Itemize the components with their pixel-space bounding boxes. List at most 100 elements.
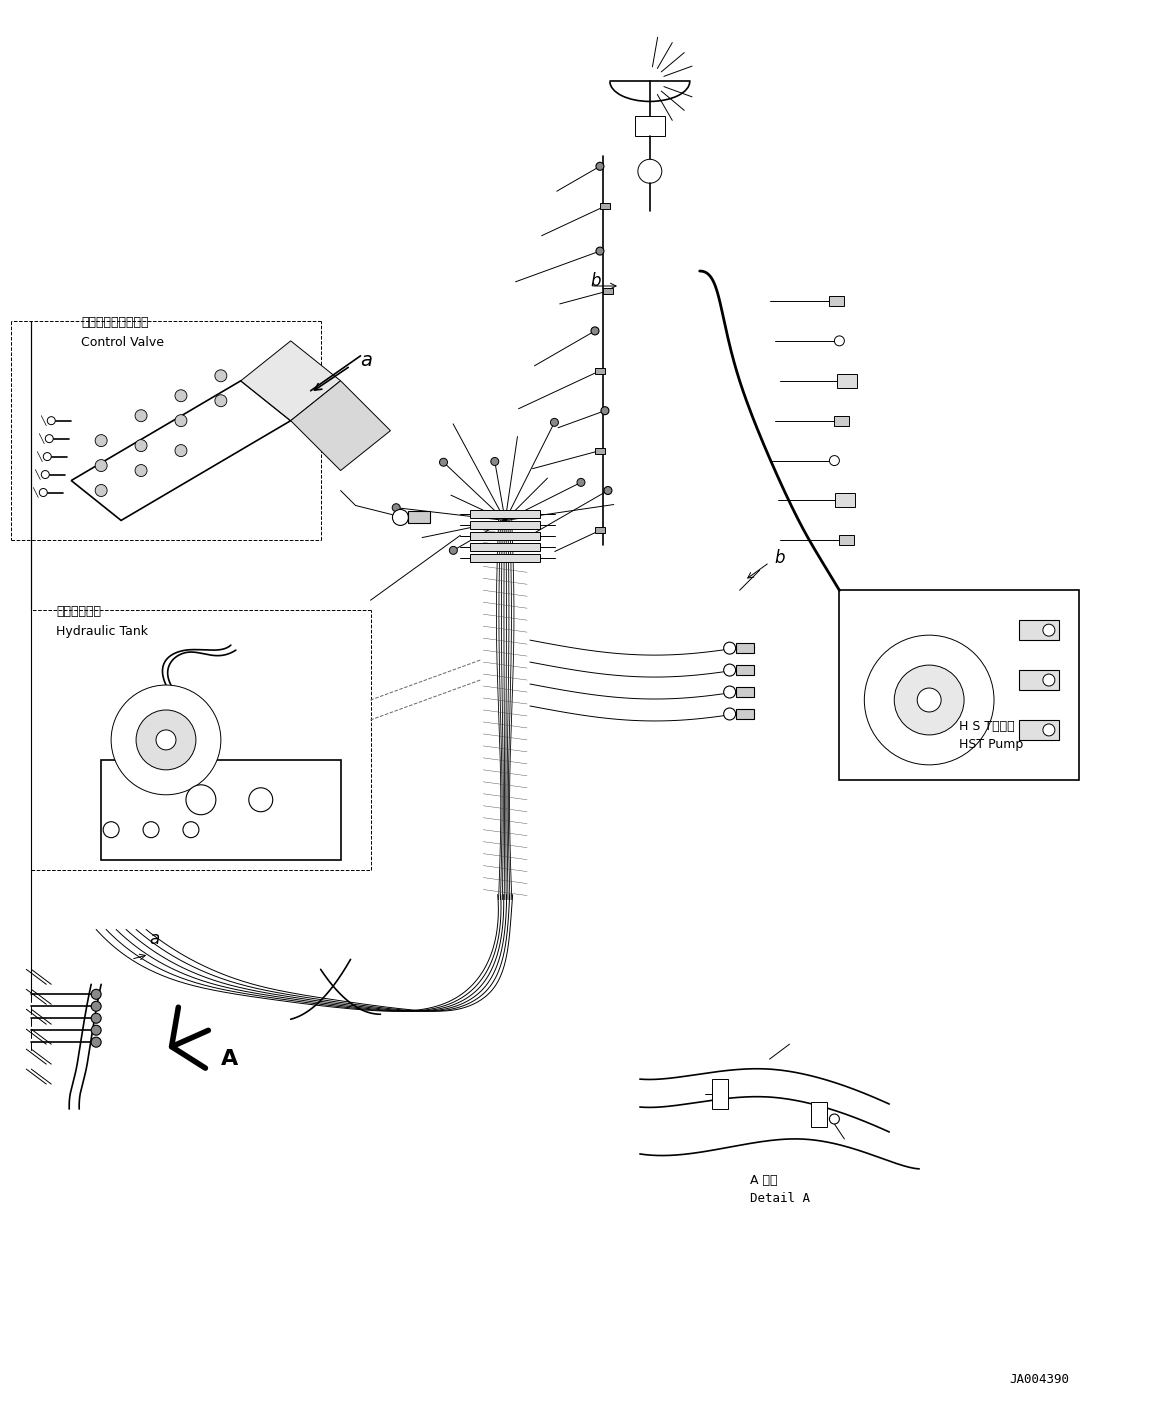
Circle shape — [91, 1025, 101, 1035]
Text: a: a — [361, 351, 372, 371]
Circle shape — [491, 458, 499, 466]
Circle shape — [91, 1001, 101, 1011]
Circle shape — [595, 247, 604, 256]
Circle shape — [637, 159, 662, 184]
Bar — [470, 532, 540, 541]
Circle shape — [1043, 724, 1055, 736]
Bar — [736, 665, 754, 675]
Text: a: a — [149, 931, 159, 949]
Text: コントロールバルブ: コントロールバルブ — [81, 316, 149, 329]
Circle shape — [834, 336, 844, 345]
Text: b: b — [775, 549, 785, 567]
Bar — [595, 528, 605, 534]
Circle shape — [95, 435, 107, 446]
Circle shape — [864, 635, 994, 765]
Circle shape — [215, 369, 227, 382]
Circle shape — [42, 470, 49, 479]
Bar — [812, 1102, 827, 1127]
Bar — [736, 687, 754, 696]
Circle shape — [40, 489, 48, 497]
Bar — [829, 296, 844, 306]
Circle shape — [48, 417, 56, 424]
Polygon shape — [291, 380, 391, 470]
Circle shape — [135, 465, 147, 476]
Bar — [595, 448, 605, 453]
Bar — [834, 416, 849, 425]
Circle shape — [136, 710, 195, 769]
Circle shape — [186, 785, 216, 814]
Bar — [101, 760, 341, 859]
Circle shape — [440, 458, 448, 466]
Text: HST Pump: HST Pump — [959, 739, 1023, 751]
Circle shape — [156, 730, 176, 750]
Bar — [712, 1080, 728, 1109]
Circle shape — [143, 821, 159, 838]
Circle shape — [174, 414, 187, 427]
Bar — [635, 117, 665, 136]
Circle shape — [174, 390, 187, 402]
Circle shape — [91, 990, 101, 1000]
Circle shape — [550, 418, 558, 427]
Circle shape — [183, 821, 199, 838]
Text: 作動油タンク: 作動油タンク — [56, 605, 101, 618]
Text: Hydraulic Tank: Hydraulic Tank — [56, 625, 148, 639]
Circle shape — [829, 1113, 840, 1125]
Text: b: b — [590, 272, 600, 291]
Bar — [470, 543, 540, 552]
Text: Control Valve: Control Valve — [81, 336, 164, 348]
Circle shape — [723, 687, 736, 698]
Text: JA004390: JA004390 — [1009, 1373, 1069, 1386]
Circle shape — [591, 327, 599, 336]
Bar — [840, 590, 1079, 779]
Circle shape — [577, 479, 585, 486]
Circle shape — [95, 484, 107, 497]
Bar — [837, 373, 857, 388]
Circle shape — [723, 664, 736, 677]
Circle shape — [112, 685, 221, 795]
Text: H S Tポンプ: H S Tポンプ — [959, 720, 1015, 733]
Circle shape — [45, 435, 53, 442]
Bar — [736, 709, 754, 719]
Circle shape — [829, 455, 840, 466]
Circle shape — [1043, 625, 1055, 636]
Bar — [840, 535, 855, 545]
Polygon shape — [71, 380, 291, 521]
Circle shape — [91, 1038, 101, 1047]
Polygon shape — [241, 341, 341, 421]
Bar — [1019, 670, 1058, 689]
Circle shape — [392, 510, 408, 525]
Circle shape — [918, 688, 941, 712]
Circle shape — [894, 665, 964, 734]
Circle shape — [91, 1014, 101, 1024]
Bar — [602, 288, 613, 293]
Bar — [1019, 621, 1058, 640]
Circle shape — [1043, 674, 1055, 687]
Circle shape — [601, 407, 609, 414]
Circle shape — [135, 439, 147, 452]
Circle shape — [449, 546, 457, 555]
Text: Detail A: Detail A — [750, 1192, 809, 1205]
Bar — [470, 521, 540, 529]
Bar — [470, 511, 540, 518]
Bar — [470, 555, 540, 563]
Bar — [408, 511, 430, 524]
Circle shape — [392, 504, 400, 511]
Circle shape — [723, 642, 736, 654]
Bar — [736, 643, 754, 653]
Bar — [600, 204, 609, 209]
Bar — [1019, 720, 1058, 740]
Circle shape — [723, 708, 736, 720]
Circle shape — [135, 410, 147, 421]
Text: A 詳細: A 詳細 — [750, 1174, 777, 1186]
Circle shape — [215, 395, 227, 407]
Circle shape — [95, 459, 107, 472]
Circle shape — [43, 452, 51, 461]
Text: A: A — [221, 1049, 238, 1068]
Bar — [835, 493, 855, 507]
Circle shape — [249, 788, 273, 812]
Bar — [595, 368, 605, 373]
Circle shape — [604, 487, 612, 494]
Circle shape — [595, 163, 604, 170]
Circle shape — [104, 821, 119, 838]
Circle shape — [174, 445, 187, 456]
